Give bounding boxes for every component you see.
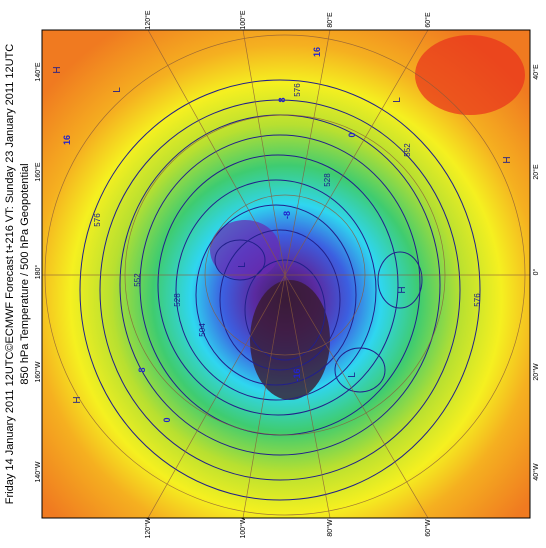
longitude-label: 120°E bbox=[144, 10, 152, 29]
longitude-label: 0° bbox=[532, 268, 540, 275]
temperature-label: 8 bbox=[277, 97, 287, 102]
longitude-label: 20°W bbox=[532, 363, 540, 381]
longitude-label: 120°W bbox=[144, 517, 152, 538]
contour-label: 528 bbox=[323, 173, 332, 187]
pressure-centre: L bbox=[392, 97, 403, 103]
temperature-label: -16 bbox=[292, 368, 302, 381]
graticule bbox=[42, 30, 530, 518]
temperature-label: -8 bbox=[282, 211, 292, 219]
temperature-label: 0 bbox=[347, 132, 357, 137]
contour-label: 552 bbox=[403, 143, 412, 157]
temperature-label: 16 bbox=[62, 135, 72, 145]
longitude-label: 40°E bbox=[532, 64, 540, 80]
longitude-label: 140°E bbox=[34, 62, 42, 81]
contour-label: 576 bbox=[293, 83, 302, 97]
warm-patch bbox=[415, 35, 525, 115]
contour-label: 552 bbox=[133, 273, 142, 287]
title: Friday 14 January 2011 12UTC©ECMWF Forec… bbox=[4, 44, 16, 504]
longitude-label: 160°E bbox=[34, 162, 42, 181]
contour-label: 528 bbox=[173, 293, 182, 307]
longitude-label: 100°W bbox=[239, 517, 247, 538]
pressure-centre: L bbox=[112, 87, 123, 93]
longitude-label: 40°W bbox=[532, 463, 540, 481]
geopotential-contours bbox=[79, 79, 481, 501]
longitude-label: 80°E bbox=[326, 12, 334, 28]
subtitle: 850 hPa Temperature / 500 hPa Geopotenti… bbox=[19, 163, 31, 384]
longitude-label: 140°W bbox=[34, 461, 42, 482]
contour-label: 576 bbox=[93, 213, 102, 227]
pressure-centre: L bbox=[347, 372, 358, 378]
longitude-label: 100°E bbox=[239, 10, 247, 29]
longitude-label: 60°E bbox=[424, 12, 432, 28]
longitude-label: 60°W bbox=[424, 519, 432, 537]
temperature-label: 16 bbox=[312, 47, 322, 57]
longitude-label: 80°W bbox=[326, 519, 334, 537]
pressure-centre: H bbox=[397, 286, 408, 293]
longitude-label: 160°W bbox=[34, 361, 42, 382]
contour-label: 576 bbox=[473, 293, 482, 307]
cold-core bbox=[250, 280, 330, 400]
map-frame bbox=[41, 29, 531, 519]
temperature-label: 8 bbox=[137, 367, 147, 372]
pressure-centre: H bbox=[52, 66, 63, 73]
longitude-label: 180° bbox=[34, 265, 42, 280]
longitude-label: 20°E bbox=[532, 164, 540, 180]
cold-core bbox=[210, 220, 280, 280]
temperature-label: 0 bbox=[162, 417, 172, 422]
pressure-centre: H bbox=[72, 396, 83, 403]
pressure-centre: L bbox=[237, 262, 248, 268]
overlays bbox=[42, 30, 530, 518]
pressure-centre: H bbox=[502, 156, 513, 163]
contour-label: 504 bbox=[198, 323, 207, 337]
